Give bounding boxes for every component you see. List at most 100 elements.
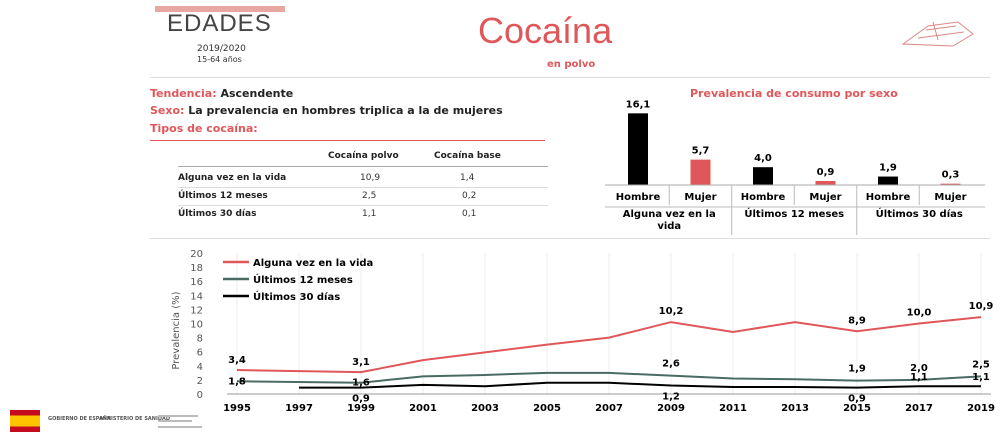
row-base: 1,4 — [460, 173, 475, 183]
tipos-line: Tipos de cocaína: — [150, 122, 258, 135]
row-label: Alguna vez en la vida — [178, 173, 287, 183]
legend-label: Últimos 30 días — [253, 290, 340, 303]
data-label: 1,1 — [910, 372, 928, 383]
x-tick-label: 2007 — [595, 403, 623, 414]
x-tick-label: 2005 — [533, 403, 561, 414]
sexo-value: La prevalencia en hombres triplica a la … — [188, 104, 503, 117]
y-tick-label: 16 — [190, 277, 203, 288]
y-axis-label: Prevalencia (%) — [171, 291, 182, 369]
x-tick-label: 1997 — [285, 403, 313, 414]
y-tick-label: 20 — [190, 249, 203, 260]
data-label: 10,9 — [969, 301, 994, 312]
row-divider — [178, 205, 548, 206]
x-tick-label: 1995 — [223, 403, 251, 414]
bar-value-label: 0,9 — [817, 167, 835, 178]
x-tick-label: 2003 — [471, 403, 499, 414]
y-tick-label: 0 — [197, 390, 203, 401]
page-subtitle: en polvo — [547, 59, 596, 70]
tipos-key: Tipos de cocaína: — [150, 122, 258, 135]
data-label: 1,8 — [228, 376, 246, 387]
sexo-key: Sexo: — [150, 104, 185, 117]
bar-value-label: 0,3 — [942, 170, 960, 181]
page-title: Cocaína — [478, 10, 613, 51]
bar-value-label: 5,7 — [692, 146, 710, 157]
bar — [753, 167, 773, 185]
y-tick-label: 8 — [197, 334, 203, 345]
y-tick-label: 14 — [190, 291, 203, 302]
bar — [628, 113, 648, 185]
series-line — [299, 381, 981, 389]
bar-chart-title: Prevalencia de consumo por sexo — [690, 87, 898, 100]
row-polvo: 2,5 — [362, 191, 377, 201]
secretariat-logo-icon — [158, 412, 218, 432]
data-label: 3,4 — [228, 355, 246, 366]
bar-chart: 16,1 Hombre 5,7 Mujer 4,0 Hombre 0,9 Mujer 1,9 Ho… — [605, 99, 985, 235]
col-header-polvo: Cocaína polvo — [328, 151, 399, 161]
row-polvo: 1,1 — [362, 209, 377, 219]
bar — [690, 159, 711, 185]
bar-category-label: Hombre — [616, 192, 661, 203]
data-label: 0,9 — [352, 394, 370, 405]
ages-label: 15-64 años — [197, 55, 242, 64]
cocaine-sketch-icon — [901, 21, 974, 47]
period-label: 2019/2020 — [197, 44, 246, 54]
data-label: 1,6 — [352, 378, 370, 389]
data-label: 1,1 — [972, 372, 990, 383]
legend-label: Alguna vez en la vida — [253, 258, 373, 269]
tendencia-line: Tendencia: Ascendente — [150, 87, 293, 100]
data-label: 1,9 — [848, 364, 866, 375]
row-base: 0,1 — [462, 209, 477, 219]
y-tick-label: 6 — [197, 348, 203, 359]
tendencia-value: Ascendente — [220, 87, 294, 100]
row-label: Últimos 12 meses — [178, 191, 268, 201]
x-tick-label: 2019 — [967, 403, 995, 414]
x-tick-label: 2013 — [781, 403, 809, 414]
tendencia-key: Tendencia: — [150, 87, 217, 100]
bar-value-label: 4,0 — [754, 153, 772, 164]
bar-value-label: 1,9 — [879, 163, 897, 174]
edades-logo: EDADES — [155, 6, 285, 37]
bar-category-label: Mujer — [934, 192, 966, 203]
col-header-base: Cocaína base — [434, 151, 501, 161]
row-base: 0,2 — [462, 191, 477, 201]
y-tick-label: 18 — [190, 263, 203, 274]
x-tick-label: 2017 — [905, 403, 933, 414]
x-tick-label: 2009 — [657, 403, 685, 414]
section-divider — [150, 238, 990, 239]
bar-category-label: Mujer — [809, 192, 841, 203]
gov-label: GOBIERNO DE ESPAÑA — [48, 416, 111, 422]
bar-category-label: Hombre — [866, 192, 911, 203]
bar-category-label: Mujer — [684, 192, 716, 203]
header-divider — [150, 77, 990, 78]
table-header-divider — [178, 166, 548, 167]
tipos-divider — [150, 140, 545, 141]
y-tick-label: 10 — [190, 320, 203, 331]
row-label: Últimos 30 días — [178, 209, 257, 219]
series-line — [236, 371, 982, 384]
x-tick-label: 2015 — [843, 403, 871, 414]
bar-value-label: 16,1 — [626, 99, 651, 110]
data-label: 2,6 — [662, 359, 680, 370]
row-polvo: 10,9 — [360, 173, 381, 183]
series-line — [236, 316, 982, 374]
spain-coat-of-arms-icon — [10, 410, 40, 432]
data-label: 1,2 — [662, 392, 680, 403]
y-tick-label: 2 — [197, 376, 203, 387]
legend-label: Últimos 12 meses — [253, 273, 353, 286]
bar-group-label: Alguna vez en la vida — [623, 209, 716, 232]
data-label: 0,9 — [848, 394, 866, 405]
bar — [815, 180, 836, 185]
data-label: 2,5 — [972, 359, 990, 370]
bar — [940, 183, 961, 185]
ministry-label: MINISTERIO DE SANIDAD — [100, 416, 171, 422]
bar-category-label: Hombre — [741, 192, 786, 203]
row-divider — [178, 187, 548, 188]
x-tick-label: 2001 — [409, 403, 437, 414]
bar-group-label: Últimos 30 días — [876, 207, 963, 220]
data-label: 8,9 — [848, 315, 866, 326]
data-label: 3,1 — [352, 357, 370, 368]
bar-group-label: Últimos 12 meses — [744, 207, 844, 220]
data-label: 10,0 — [907, 308, 932, 319]
sexo-line: Sexo: La prevalencia en hombres triplica… — [150, 104, 503, 117]
data-label: 2,0 — [910, 363, 928, 374]
